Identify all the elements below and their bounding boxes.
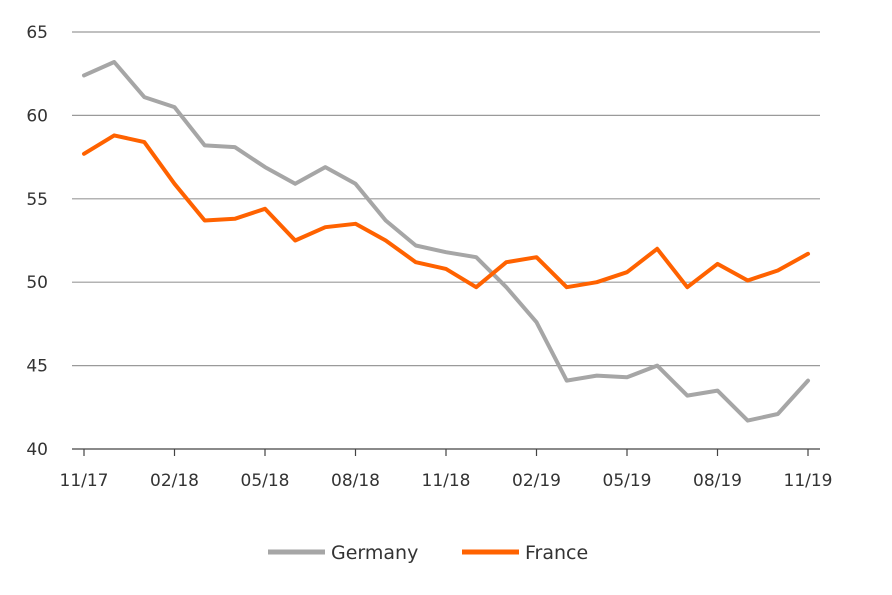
x-tick-label: 05/19 [603, 471, 652, 491]
x-tick-label: 11/18 [422, 471, 471, 491]
x-tick-label: 02/19 [512, 471, 561, 491]
gridlines [72, 31, 820, 456]
x-tick-label: 11/17 [60, 471, 109, 491]
y-tick-label: 65 [26, 23, 48, 43]
y-tick-label: 45 [26, 357, 48, 377]
y-axis-tick-labels: 40 45 50 55 60 65 [26, 23, 48, 460]
x-axis-tick-labels: 11/17 02/18 05/18 08/18 11/18 02/19 05/19 08/19… [60, 471, 833, 491]
y-tick-label: 40 [26, 440, 48, 460]
legend-label-france: France [525, 542, 588, 564]
x-tick-label: 05/18 [241, 471, 290, 491]
legend-label-germany: Germany [331, 542, 418, 564]
legend: Germany France [268, 542, 588, 564]
x-tick-label: 08/18 [331, 471, 380, 491]
x-tick-label: 11/19 [784, 471, 833, 491]
x-tick-label: 08/19 [693, 471, 742, 491]
x-tick-label: 02/18 [150, 471, 199, 491]
y-tick-label: 55 [26, 190, 48, 210]
series-line-germany [82, 60, 810, 423]
series-line-france [82, 133, 810, 290]
y-tick-label: 50 [26, 273, 48, 293]
series-lines [82, 60, 810, 423]
y-tick-label: 60 [26, 106, 48, 126]
